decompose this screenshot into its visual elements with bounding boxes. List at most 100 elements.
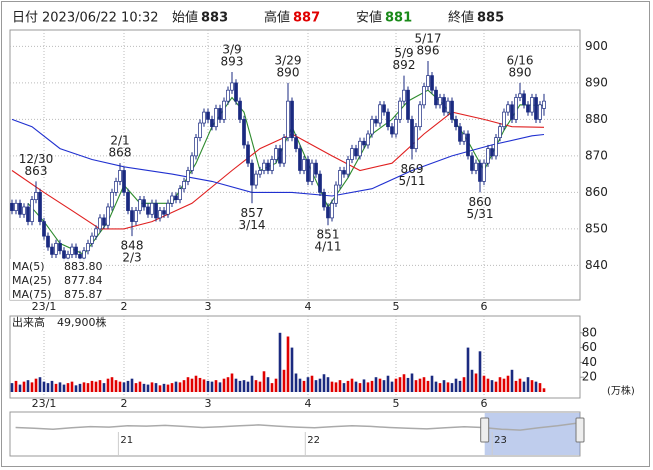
candle-body — [174, 195, 178, 201]
range-handle[interactable] — [575, 417, 585, 443]
candle-body — [94, 228, 98, 237]
candle-body — [398, 100, 402, 120]
candle-body — [18, 202, 22, 215]
legend-value: 877.84 — [64, 274, 103, 287]
candle-body — [126, 192, 130, 211]
close-label: 終値 — [448, 10, 474, 26]
volume-bar — [134, 383, 138, 392]
annotation-value: 851 — [317, 228, 340, 242]
volume-bar — [230, 373, 234, 392]
candle-body — [74, 246, 78, 255]
volume-bar — [278, 332, 282, 392]
volume-bar — [406, 377, 410, 392]
volume-bar — [178, 382, 182, 392]
candle-body — [318, 173, 322, 193]
candle-body — [522, 93, 526, 106]
annotation-date: 5/9 — [394, 46, 413, 60]
volume-bar — [502, 378, 506, 392]
volume-bar — [414, 380, 418, 392]
candle-body — [386, 111, 390, 128]
candle-body — [442, 97, 446, 113]
open-label: 始値 — [172, 10, 198, 26]
x-tick-label: 6 — [481, 300, 488, 313]
x-tick-label: 4 — [305, 300, 312, 313]
candle-body — [146, 206, 150, 215]
volume-bar — [530, 380, 534, 392]
volume-bar — [302, 380, 306, 392]
candle-body — [490, 148, 494, 157]
candle-body — [314, 162, 318, 175]
volume-bar — [254, 380, 258, 392]
x-tick-label: 5 — [393, 300, 400, 313]
candle-body — [246, 144, 250, 164]
volume-bar — [98, 380, 102, 392]
x-tick-label: 6 — [481, 397, 488, 410]
candle-body — [298, 148, 302, 171]
volume-bar — [370, 380, 374, 392]
legend-value: 875.87 — [64, 288, 103, 301]
volume-bar — [234, 378, 238, 392]
volume-bar — [410, 373, 414, 392]
candle-body — [534, 97, 538, 120]
candle-body — [194, 137, 198, 157]
range-handle[interactable] — [480, 417, 490, 443]
candle-body — [230, 82, 234, 91]
volume-bar — [154, 383, 158, 392]
volume-bar — [110, 377, 114, 392]
candle-body — [322, 192, 326, 208]
candle-body — [434, 89, 438, 106]
volume-bar — [66, 383, 70, 392]
candle-body — [486, 148, 490, 164]
volume-bar — [334, 382, 338, 392]
annotation-date: 3/14 — [239, 218, 266, 232]
volume-total: 49,900株 — [57, 315, 107, 329]
navigator-tick-label: 23 — [494, 435, 507, 446]
candle-body — [278, 148, 282, 164]
volume-unit: (万株) — [607, 384, 635, 397]
candle-body — [394, 119, 398, 135]
volume-bar — [294, 373, 298, 392]
candle-body — [366, 133, 370, 146]
candle-body — [166, 202, 170, 215]
candle-body — [346, 159, 350, 175]
candle-body — [222, 100, 226, 120]
y-tick-label: 900 — [585, 39, 608, 53]
candle-body — [454, 119, 458, 128]
candle-body — [202, 111, 206, 124]
candle-body — [414, 126, 418, 149]
candle-body — [14, 202, 18, 211]
volume-bar — [202, 379, 206, 392]
annotation-date: 3/29 — [275, 53, 302, 67]
annotation-date: 4/11 — [315, 240, 342, 254]
volume-bar — [486, 378, 490, 392]
candle-body — [330, 202, 334, 219]
volume-bar — [70, 381, 74, 392]
volume-bar — [506, 375, 510, 392]
candle-body — [510, 104, 514, 120]
volume-bar — [498, 377, 502, 392]
volume-bar — [290, 347, 294, 392]
candle-body — [186, 170, 190, 182]
candle-body — [526, 104, 530, 113]
candle-body — [162, 210, 166, 215]
volume-bar — [270, 383, 274, 392]
volume-bar — [166, 384, 170, 392]
annotation-date: 12/30 — [19, 152, 54, 166]
candle-body — [478, 162, 482, 182]
candle-body — [462, 133, 466, 142]
volume-bar — [74, 385, 78, 392]
legend-name: MA(75) — [12, 288, 52, 301]
candle-body — [206, 111, 210, 120]
volume-bar — [206, 380, 210, 392]
volume-bar — [30, 382, 34, 392]
volume-bar — [494, 381, 498, 392]
candle-body — [130, 210, 134, 222]
volume-bar — [322, 374, 326, 392]
volume-bar — [510, 369, 514, 392]
candle-body — [234, 82, 238, 102]
volume-bar — [518, 378, 522, 392]
candle-body — [494, 137, 498, 157]
volume-bar — [22, 381, 26, 392]
volume-bar — [38, 377, 42, 392]
candle-body — [110, 192, 114, 208]
